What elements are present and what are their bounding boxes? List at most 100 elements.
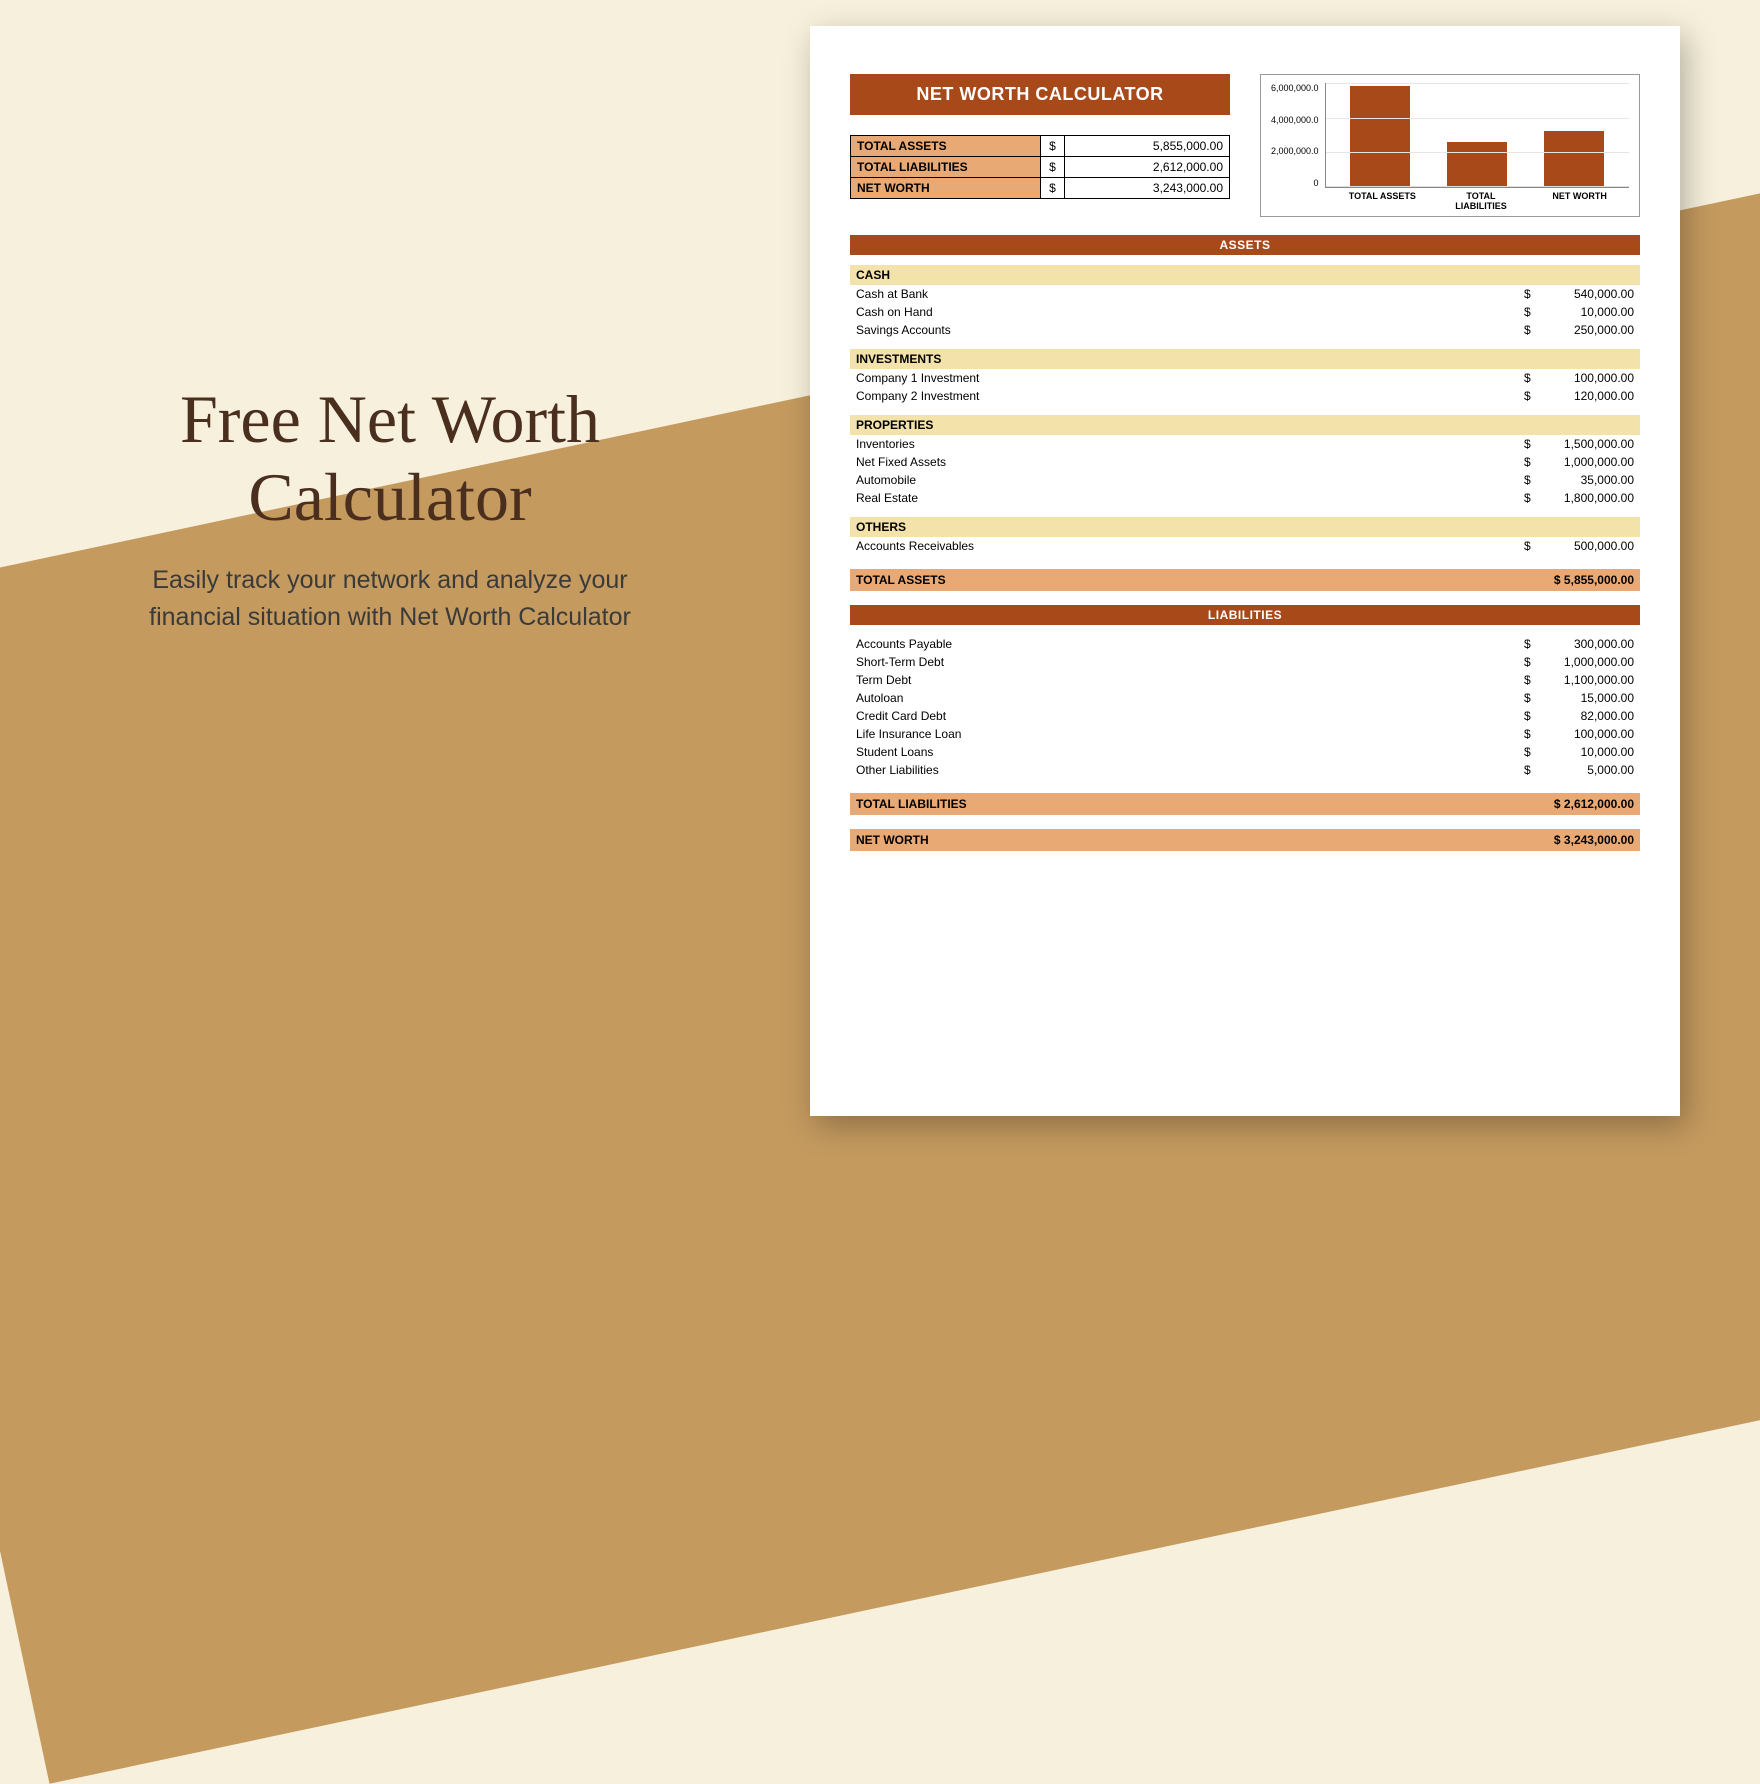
category-header: CASH [850,265,1640,285]
chart-y-labels: 6,000,000.0 4,000,000.0 2,000,000.0 0 [1271,83,1325,188]
bar-chart: 6,000,000.0 4,000,000.0 2,000,000.0 0 TOTAL… [1260,74,1640,217]
line-item: Accounts Payable$300,000.00 [850,635,1640,653]
item-value: 1,800,000.00 [1542,491,1634,505]
ytick-label: 4,000,000.0 [1271,115,1319,125]
summary-value: 5,855,000.00 [1065,136,1230,157]
chart-bar [1350,86,1410,187]
summary-currency: $ [1041,157,1065,178]
summary-currency: $ [1041,178,1065,199]
item-label: Real Estate [856,491,918,505]
chart-bar [1544,131,1604,187]
summary-table: TOTAL ASSETS$5,855,000.00TOTAL LIABILITI… [850,135,1230,199]
item-label: Automobile [856,473,916,487]
currency-symbol: $ [1524,709,1536,723]
chart-plot [1325,83,1629,188]
item-label: Life Insurance Loan [856,727,961,741]
total-liabilities-value: $ 2,612,000.00 [1554,797,1634,811]
item-label: Other Liabilities [856,763,939,777]
promo-title-line1: Free Net Worth [180,381,600,457]
item-label: Savings Accounts [856,323,951,337]
net-worth-row: NET WORTH $ 3,243,000.00 [850,829,1640,851]
item-value: 500,000.00 [1542,539,1634,553]
summary-label: NET WORTH [851,178,1041,199]
item-value: 5,000.00 [1542,763,1634,777]
currency-symbol: $ [1524,637,1536,651]
item-label: Company 2 Investment [856,389,979,403]
total-assets-label: TOTAL ASSETS [856,573,946,587]
ytick-label: 6,000,000.0 [1271,83,1319,93]
top-row: NET WORTH CALCULATOR TOTAL ASSETS$5,855,… [850,74,1640,217]
item-value: 540,000.00 [1542,287,1634,301]
item-label: Autoloan [856,691,903,705]
line-item: Credit Card Debt $82,000.00 [850,707,1640,725]
spreadsheet-document: NET WORTH CALCULATOR TOTAL ASSETS$5,855,… [810,26,1680,1116]
item-value: 82,000.00 [1542,709,1634,723]
total-assets-value: $ 5,855,000.00 [1554,573,1634,587]
promo-subtitle: Easily track your network and analyze yo… [110,562,670,635]
line-item: Short-Term Debt $1,000,000.00 [850,653,1640,671]
line-item: Automobile$35,000.00 [850,471,1640,489]
net-worth-value: $ 3,243,000.00 [1554,833,1634,847]
currency-symbol: $ [1524,473,1536,487]
item-label: Inventories [856,437,915,451]
currency-symbol: $ [1524,389,1536,403]
xtick-label: NET WORTH [1541,192,1619,212]
line-item: Student Loans$10,000.00 [850,743,1640,761]
category-header: PROPERTIES [850,415,1640,435]
currency-symbol: $ [1524,305,1536,319]
line-item: Life Insurance Loan $100,000.00 [850,725,1640,743]
line-item: Net Fixed Assets$1,000,000.00 [850,453,1640,471]
item-label: Cash on Hand [856,305,933,319]
summary-value: 3,243,000.00 [1065,178,1230,199]
currency-symbol: $ [1524,287,1536,301]
item-label: Accounts Receivables [856,539,974,553]
promo-block: Free Net Worth Calculator Easily track y… [110,380,670,635]
line-item: Other Liabilities$5,000.00 [850,761,1640,779]
promo-title-line2: Calculator [248,459,531,535]
item-label: Net Fixed Assets [856,455,946,469]
currency-symbol: $ [1524,371,1536,385]
item-value: 120,000.00 [1542,389,1634,403]
summary-panel: NET WORTH CALCULATOR TOTAL ASSETS$5,855,… [850,74,1230,217]
total-liabilities-row: TOTAL LIABILITIES $ 2,612,000.00 [850,793,1640,815]
item-value: 300,000.00 [1542,637,1634,651]
currency-symbol: $ [1524,539,1536,553]
line-item: Cash at Bank$540,000.00 [850,285,1640,303]
item-value: 10,000.00 [1542,305,1634,319]
liabilities-header: LIABILITIES [850,605,1640,625]
currency-symbol: $ [1524,727,1536,741]
total-assets-row: TOTAL ASSETS $ 5,855,000.00 [850,569,1640,591]
category-header: INVESTMENTS [850,349,1640,369]
currency-symbol: $ [1524,691,1536,705]
line-item: Autoloan$15,000.00 [850,689,1640,707]
currency-symbol: $ [1524,455,1536,469]
currency-symbol: $ [1524,655,1536,669]
item-value: 10,000.00 [1542,745,1634,759]
summary-currency: $ [1041,136,1065,157]
ytick-label: 0 [1271,178,1319,188]
net-worth-label: NET WORTH [856,833,929,847]
item-label: Company 1 Investment [856,371,979,385]
item-label: Short-Term Debt [856,655,944,669]
chart-bar [1447,142,1507,187]
line-item: Accounts Receivables $500,000.00 [850,537,1640,555]
currency-symbol: $ [1524,323,1536,337]
currency-symbol: $ [1524,673,1536,687]
item-value: 1,100,000.00 [1542,673,1634,687]
item-value: 1,500,000.00 [1542,437,1634,451]
item-value: 100,000.00 [1542,727,1634,741]
assets-header: ASSETS [850,235,1640,255]
line-item: Company 2 Investment $120,000.00 [850,387,1640,405]
doc-title: NET WORTH CALCULATOR [850,74,1230,115]
currency-symbol: $ [1524,745,1536,759]
item-label: Term Debt [856,673,911,687]
item-label: Credit Card Debt [856,709,946,723]
xtick-label: TOTAL LIABILITIES [1442,192,1520,212]
item-value: 1,000,000.00 [1542,655,1634,669]
ytick-label: 2,000,000.0 [1271,146,1319,156]
category-header: OTHERS [850,517,1640,537]
summary-row: TOTAL LIABILITIES$2,612,000.00 [851,157,1230,178]
line-item: Term Debt $1,100,000.00 [850,671,1640,689]
line-item: Savings Accounts$250,000.00 [850,321,1640,339]
currency-symbol: $ [1524,437,1536,451]
